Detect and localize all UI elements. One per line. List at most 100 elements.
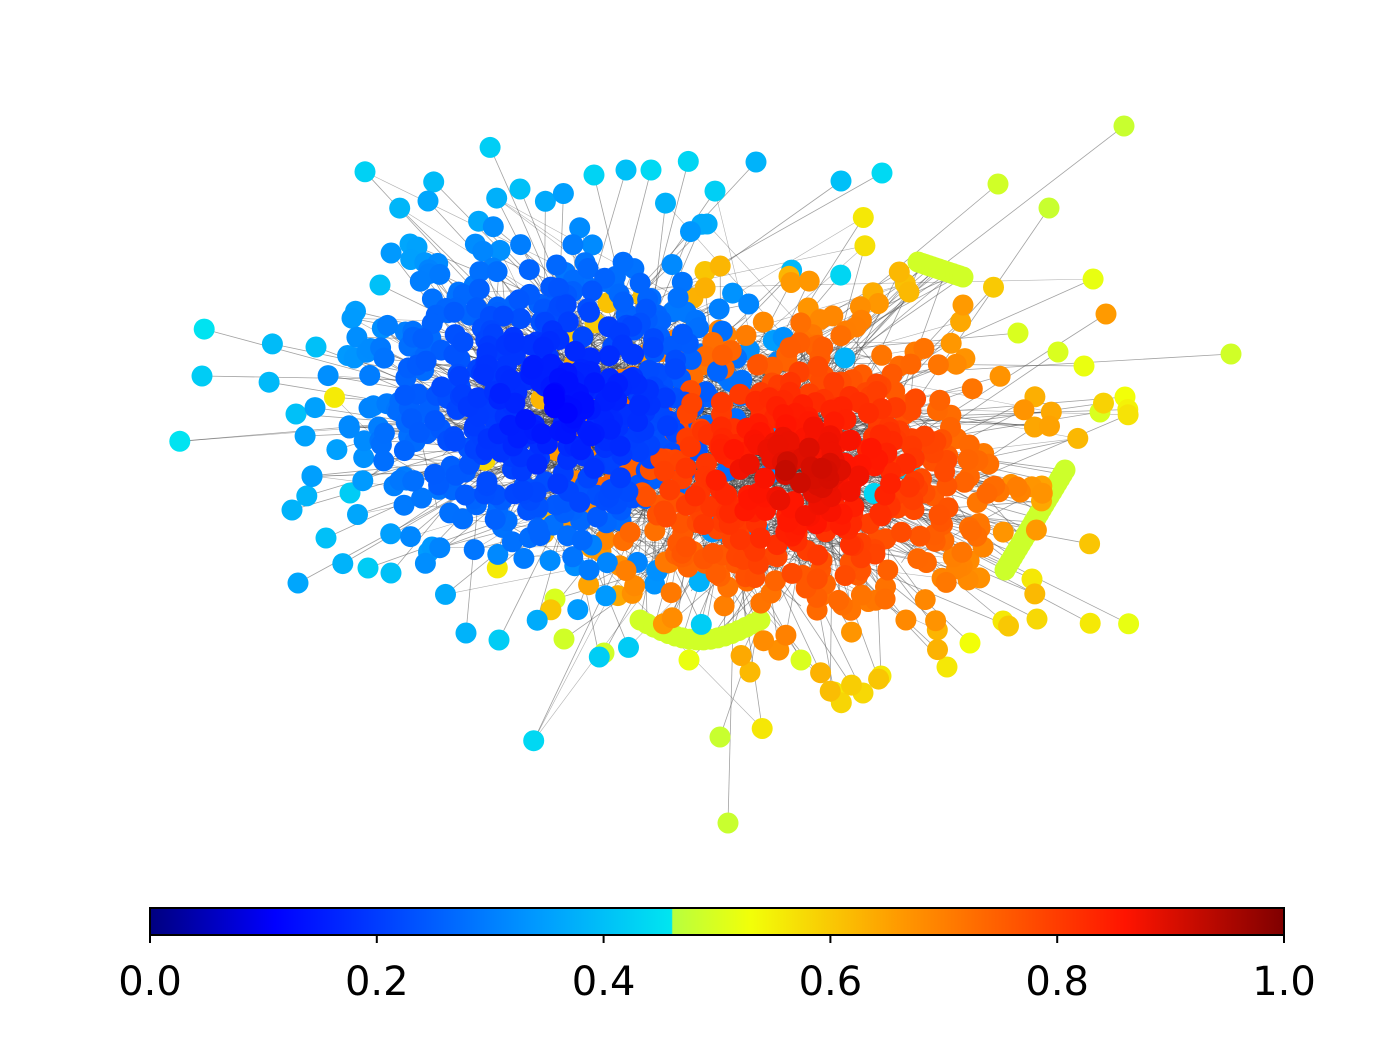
network-node: [315, 527, 337, 549]
network-node: [373, 347, 395, 369]
colorbar-tick-label: 0.0: [118, 959, 182, 1005]
network-node: [790, 649, 812, 671]
network-node: [553, 628, 575, 650]
network-node: [850, 584, 872, 606]
network-node: [713, 595, 735, 617]
network-node: [822, 305, 844, 327]
network-node: [629, 272, 651, 294]
network-node: [913, 337, 935, 359]
network-node: [678, 649, 700, 671]
network-node: [640, 159, 662, 181]
network-node: [953, 471, 975, 493]
network-node: [261, 333, 283, 355]
colorbar-tick-label: 0.6: [799, 959, 863, 1005]
network-node: [940, 332, 962, 354]
network-node: [326, 439, 348, 461]
network-node: [411, 487, 433, 509]
network-node: [790, 312, 812, 334]
network-node: [780, 272, 802, 293]
network-node: [534, 190, 556, 212]
network-node: [928, 504, 950, 526]
network-node: [681, 392, 703, 414]
network-node: [169, 430, 191, 452]
network-node: [421, 313, 443, 335]
network-node: [301, 466, 323, 487]
network-node: [841, 674, 862, 696]
network-node: [1095, 303, 1117, 325]
network-node: [452, 508, 474, 530]
network-node: [287, 572, 309, 594]
network-edge: [779, 276, 964, 405]
network-node: [598, 345, 620, 367]
network-node: [377, 314, 398, 336]
network-node: [380, 242, 402, 264]
network-node: [1026, 608, 1048, 630]
network-node: [1047, 341, 1069, 363]
network-node: [860, 437, 882, 459]
network-node: [577, 258, 599, 279]
network-node: [830, 264, 852, 286]
network-node: [838, 430, 860, 452]
network-node: [595, 585, 617, 607]
network-node: [488, 629, 510, 651]
network-node: [810, 662, 832, 684]
network-node: [702, 542, 724, 564]
network-node: [455, 622, 477, 644]
network-node: [711, 344, 733, 366]
network-node: [952, 294, 974, 316]
network-node: [657, 415, 678, 437]
network-node: [976, 482, 998, 504]
network-node: [807, 544, 829, 566]
network-node: [424, 463, 446, 485]
network-node: [705, 469, 727, 491]
network-node: [854, 235, 876, 257]
network-node: [588, 646, 610, 668]
network-node: [709, 726, 731, 748]
network-node: [688, 571, 710, 593]
nodes-layer: [169, 115, 1242, 834]
network-node: [435, 583, 456, 605]
network-node: [468, 278, 490, 300]
network-node: [509, 178, 531, 200]
network-node: [950, 311, 972, 333]
network-node: [852, 207, 874, 228]
network-node: [444, 430, 466, 452]
network-node: [1079, 612, 1101, 634]
network-node: [806, 568, 828, 590]
network-node: [469, 261, 491, 283]
network-node: [858, 402, 879, 424]
network-node: [907, 548, 929, 570]
network-node: [998, 615, 1019, 637]
network-node: [927, 354, 949, 376]
network-node: [848, 465, 870, 487]
network-node: [557, 311, 579, 333]
network-node: [341, 307, 363, 329]
network-node: [1118, 613, 1140, 635]
network-node: [1024, 416, 1045, 438]
network-node: [877, 559, 899, 581]
network-node: [486, 261, 508, 283]
network-node: [571, 529, 593, 551]
network-node: [635, 486, 657, 507]
network-node: [431, 376, 453, 398]
network-node: [874, 588, 896, 610]
network-node: [898, 476, 920, 498]
network-node: [629, 394, 650, 416]
network-node: [317, 365, 339, 387]
network-node: [709, 255, 731, 277]
network-node: [513, 547, 535, 569]
network-node: [729, 383, 751, 405]
network-node: [834, 565, 856, 586]
network-node: [503, 332, 525, 354]
network-node: [518, 259, 540, 281]
network-edge: [737, 457, 813, 583]
network-node: [675, 536, 697, 558]
network-node: [1082, 268, 1104, 290]
network-node: [578, 559, 600, 581]
network-node: [994, 559, 1016, 581]
network-node: [408, 421, 430, 443]
network-node: [624, 575, 646, 597]
network-node: [957, 449, 979, 471]
network-node: [1073, 355, 1095, 377]
